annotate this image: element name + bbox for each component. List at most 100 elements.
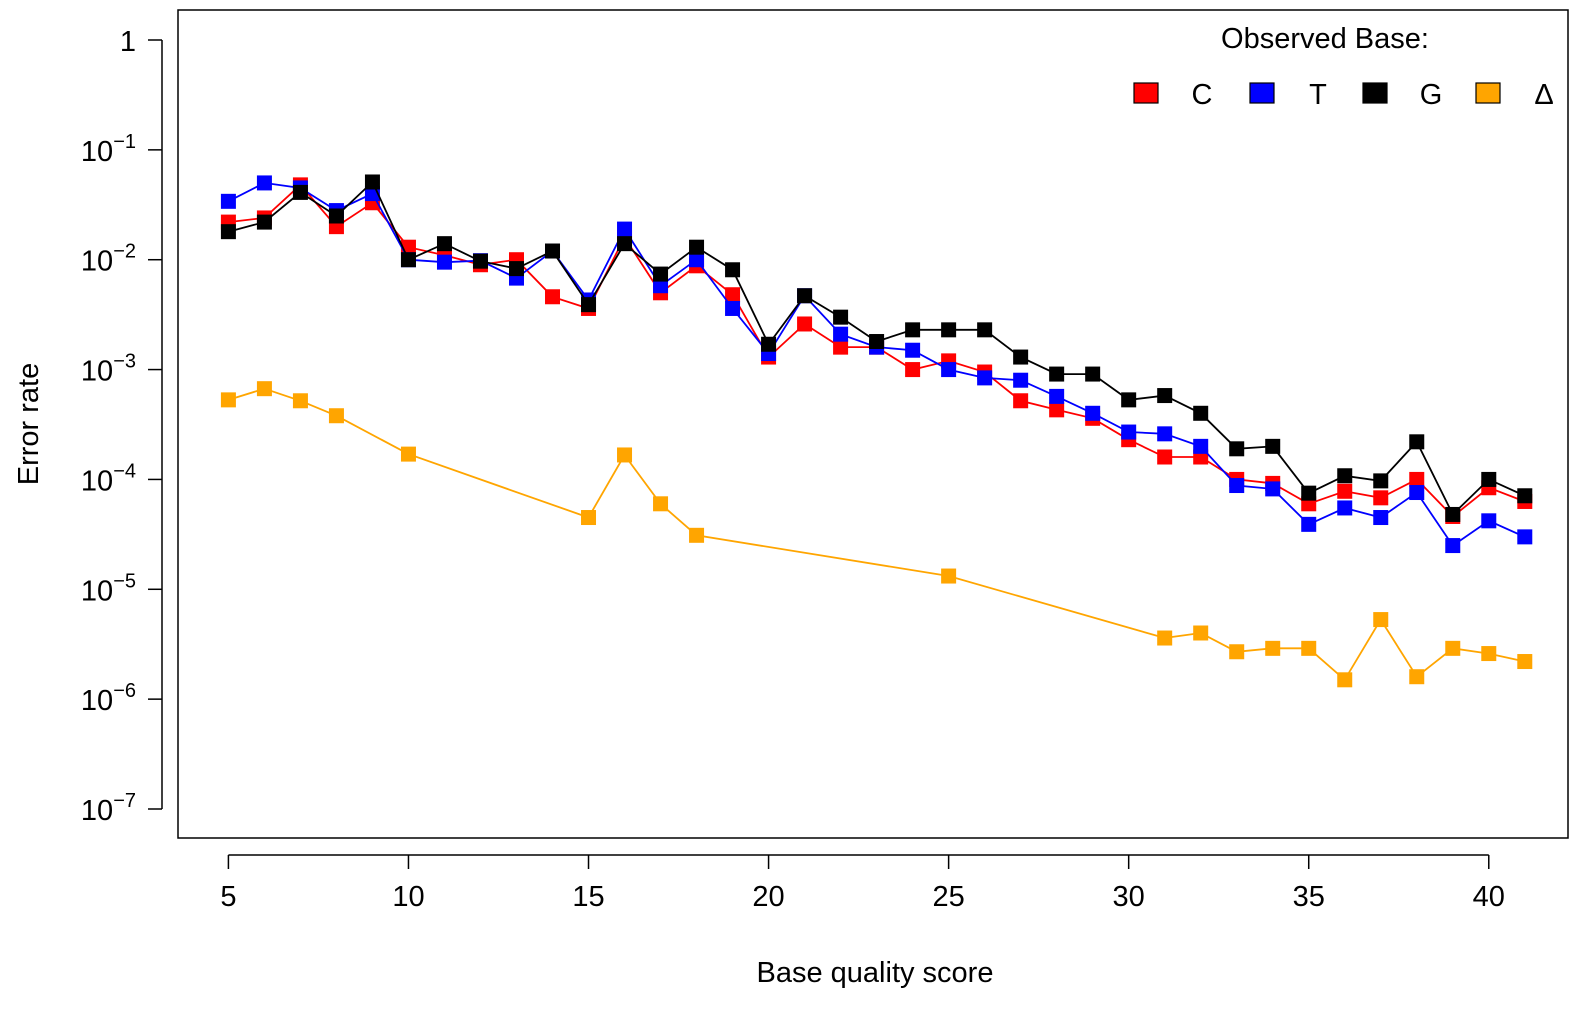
legend-label-t: T bbox=[1309, 79, 1327, 111]
data-point bbox=[400, 446, 416, 462]
data-point bbox=[1193, 405, 1209, 421]
data-point bbox=[256, 381, 272, 397]
legend-label-c: C bbox=[1192, 79, 1213, 111]
data-point bbox=[1229, 478, 1245, 494]
x-tick-label: 20 bbox=[752, 881, 784, 913]
data-point bbox=[797, 316, 813, 332]
legend-swatch-c bbox=[1133, 82, 1159, 104]
series-layer bbox=[220, 174, 1533, 688]
data-point bbox=[1157, 426, 1173, 442]
data-point bbox=[689, 252, 705, 268]
data-point bbox=[220, 392, 236, 408]
data-point bbox=[689, 527, 705, 543]
y-tick-label: 10−7 bbox=[81, 790, 136, 827]
data-point bbox=[905, 322, 921, 338]
data-point bbox=[1013, 372, 1029, 388]
data-point bbox=[1481, 513, 1497, 529]
data-point bbox=[1301, 516, 1317, 532]
legend-label-deletion: Δ bbox=[1534, 79, 1553, 111]
data-point bbox=[1085, 405, 1101, 421]
y-tick-label: 1 bbox=[120, 26, 136, 58]
data-point bbox=[545, 243, 561, 259]
data-point bbox=[725, 300, 741, 316]
data-point bbox=[797, 288, 813, 304]
legend: Observed Base: C T G Δ bbox=[1133, 23, 1554, 111]
x-tick-label: 30 bbox=[1113, 881, 1145, 913]
data-point bbox=[833, 309, 849, 325]
data-point bbox=[400, 252, 416, 268]
data-point bbox=[292, 393, 308, 409]
data-point bbox=[977, 370, 993, 386]
data-point bbox=[1409, 485, 1425, 501]
data-point bbox=[328, 408, 344, 424]
data-point bbox=[472, 253, 488, 269]
data-point bbox=[617, 236, 633, 252]
data-point bbox=[1157, 630, 1173, 646]
legend-label-g: G bbox=[1420, 79, 1443, 111]
data-point bbox=[905, 342, 921, 358]
y-tick-label: 10−6 bbox=[81, 680, 136, 717]
data-point bbox=[328, 208, 344, 224]
data-point bbox=[1301, 640, 1317, 656]
data-point bbox=[1013, 393, 1029, 409]
data-point bbox=[1193, 625, 1209, 641]
legend-title: Observed Base: bbox=[1221, 23, 1429, 55]
data-point bbox=[1373, 490, 1389, 506]
data-point bbox=[1445, 506, 1461, 522]
data-point bbox=[1049, 402, 1065, 418]
legend-swatch-deletion bbox=[1475, 82, 1501, 104]
data-point bbox=[1049, 366, 1065, 382]
data-point bbox=[1085, 366, 1101, 382]
data-point bbox=[725, 262, 741, 278]
data-point bbox=[436, 254, 452, 270]
data-point bbox=[1121, 392, 1137, 408]
data-point bbox=[1337, 483, 1353, 499]
data-point bbox=[436, 236, 452, 252]
data-point bbox=[725, 287, 741, 303]
legend-swatch-g bbox=[1362, 82, 1388, 104]
x-tick-label: 10 bbox=[392, 881, 424, 913]
data-point bbox=[508, 261, 524, 277]
data-point bbox=[1337, 500, 1353, 516]
x-tick-label: 5 bbox=[220, 881, 236, 913]
data-point bbox=[905, 362, 921, 378]
data-point bbox=[292, 184, 308, 200]
x-axis: 5 10 15 20 25 30 35 40 bbox=[220, 854, 1505, 913]
data-point bbox=[220, 193, 236, 209]
data-point bbox=[581, 297, 597, 313]
series-deletion bbox=[220, 381, 1533, 688]
y-tick-label: 10−5 bbox=[81, 570, 136, 607]
data-point bbox=[1481, 471, 1497, 487]
data-point bbox=[941, 322, 957, 338]
data-point bbox=[1229, 644, 1245, 660]
data-point bbox=[1481, 646, 1497, 662]
data-point bbox=[869, 334, 885, 350]
data-point bbox=[1445, 640, 1461, 656]
data-point bbox=[1409, 669, 1425, 685]
data-point bbox=[256, 175, 272, 191]
data-point bbox=[1337, 672, 1353, 688]
x-axis-label: Base quality score bbox=[757, 957, 994, 989]
legend-swatch-t bbox=[1249, 82, 1275, 104]
data-point bbox=[1409, 434, 1425, 450]
data-point bbox=[1193, 438, 1209, 454]
plot-frame bbox=[177, 9, 1569, 839]
data-point bbox=[256, 214, 272, 230]
data-point bbox=[1157, 388, 1173, 404]
series-line bbox=[228, 387, 1525, 682]
data-point bbox=[653, 496, 669, 512]
data-point bbox=[941, 362, 957, 378]
data-point bbox=[1337, 468, 1353, 484]
series-t bbox=[220, 175, 1533, 554]
data-point bbox=[545, 289, 561, 305]
series-line bbox=[227, 181, 1526, 547]
data-point bbox=[689, 239, 705, 255]
data-point bbox=[1265, 481, 1281, 497]
data-point bbox=[653, 266, 669, 282]
data-point bbox=[941, 568, 957, 584]
data-point bbox=[1517, 488, 1533, 504]
y-axis: 1 10−1 10−2 10−3 10−4 10−5 10−6 10−7 bbox=[81, 26, 163, 827]
data-point bbox=[364, 174, 380, 190]
data-point bbox=[1517, 654, 1533, 670]
data-point bbox=[581, 510, 597, 526]
